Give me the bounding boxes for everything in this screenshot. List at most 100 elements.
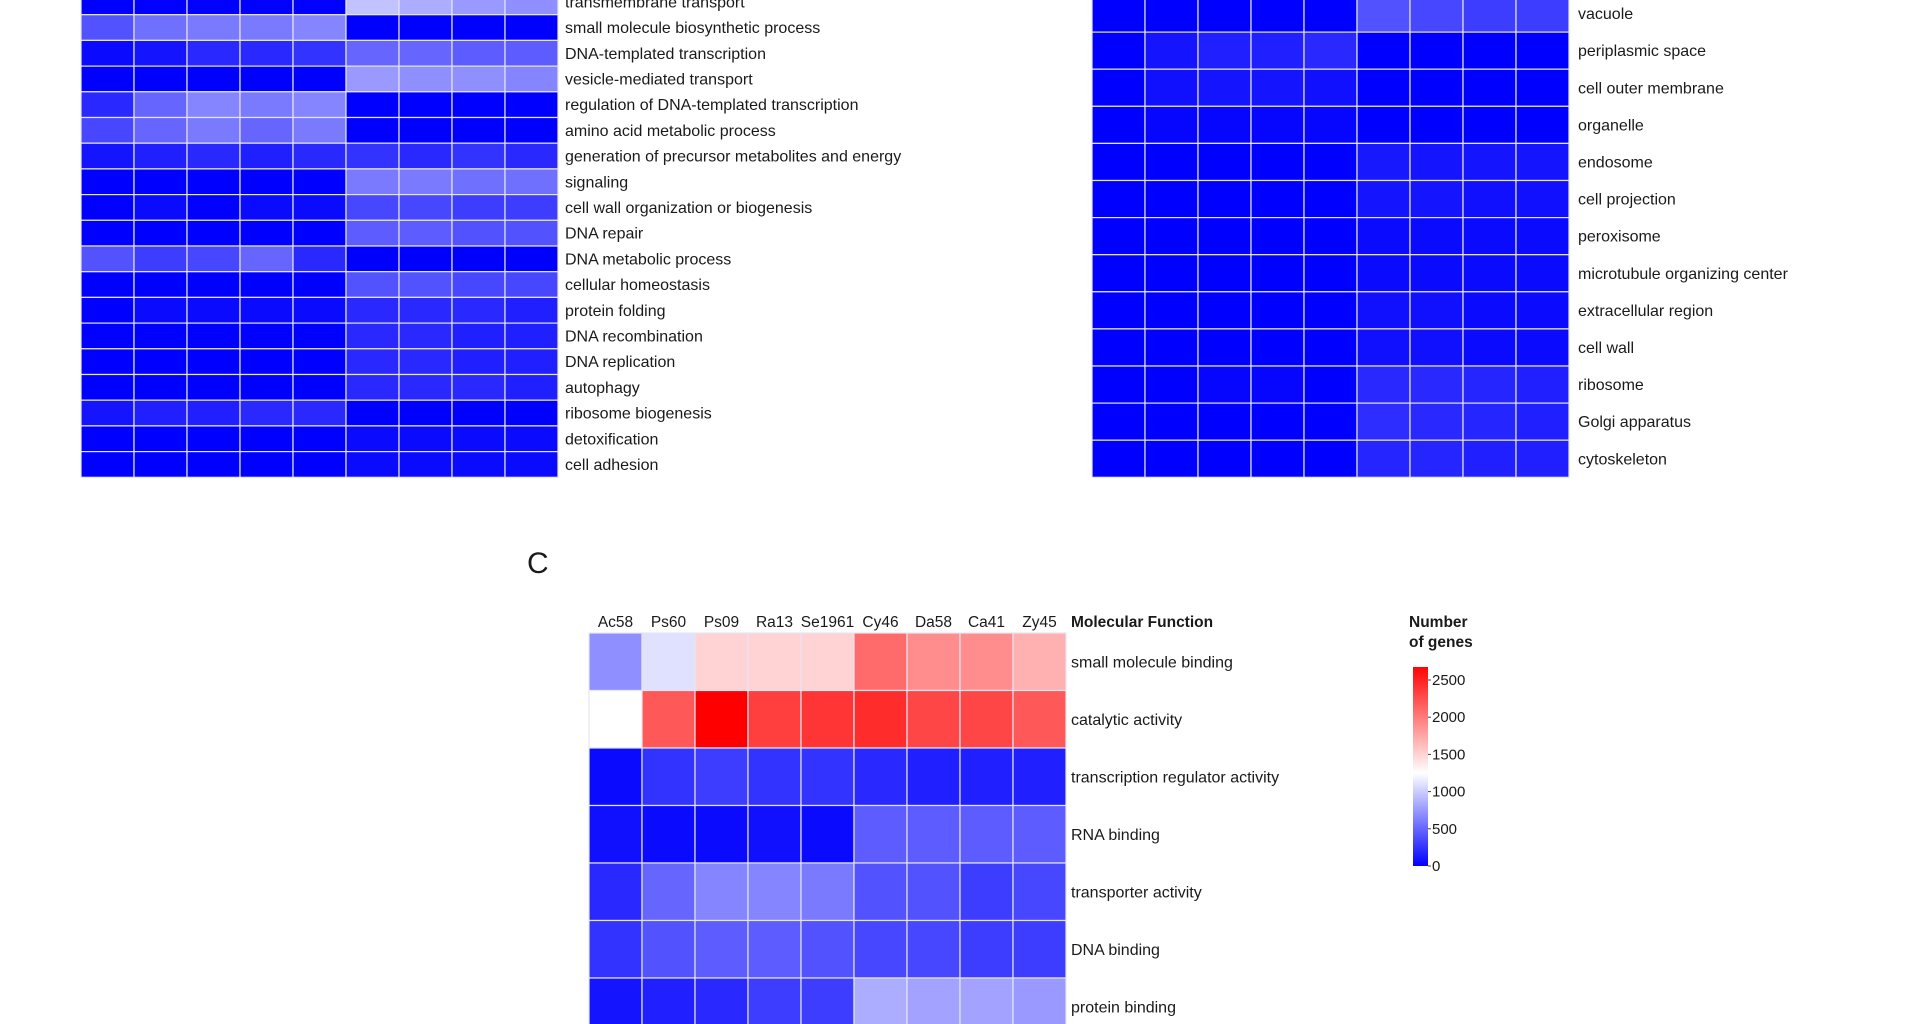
- heatmap-cell: [133, 245, 188, 273]
- row-label: transcription regulator activity: [1071, 769, 1279, 786]
- heatmap-cell: [345, 348, 400, 376]
- heatmap-cell: [1462, 105, 1517, 145]
- heatmap-cell: [1250, 31, 1305, 70]
- heatmap-cell: [133, 373, 188, 401]
- heatmap-cell: [80, 271, 135, 299]
- heatmap-cell: [1303, 254, 1358, 293]
- heatmap-cell: [906, 689, 961, 749]
- row-label: cell adhesion: [565, 457, 658, 474]
- row-label: ribosome: [1578, 377, 1644, 394]
- heatmap-cell: [186, 271, 241, 299]
- heatmap-cell: [239, 168, 294, 196]
- heatmap-cell: [186, 322, 241, 350]
- heatmap-cell: [1197, 328, 1252, 367]
- heatmap-cell: [398, 91, 453, 119]
- row-label: periplasmic space: [1578, 43, 1706, 60]
- heatmap-cell: [133, 116, 188, 144]
- heatmap-cell: [1356, 365, 1411, 404]
- heatmap-cell: [398, 142, 453, 170]
- heatmap-cell: [398, 194, 453, 221]
- heatmap-cell: [853, 919, 908, 979]
- heatmap-cell: [504, 91, 559, 119]
- heatmap-cell: [1091, 0, 1146, 33]
- heatmap-cell: [906, 804, 961, 864]
- heatmap-cell: [186, 219, 241, 247]
- heatmap-cell: [133, 194, 188, 221]
- heatmap-cell: [80, 451, 135, 478]
- heatmap-cell: [1303, 291, 1358, 330]
- heatmap-cell: [504, 245, 559, 273]
- heatmap-cell: [292, 451, 347, 478]
- row-label: ribosome biogenesis: [565, 406, 712, 423]
- heatmap-cell: [1303, 328, 1358, 367]
- row-header: Molecular Function: [1071, 614, 1213, 631]
- column-label: Zy45: [1022, 614, 1056, 631]
- heatmap-cell: [186, 65, 241, 93]
- heatmap-cell: [641, 747, 696, 807]
- heatmap-cell: [1250, 68, 1305, 107]
- heatmap-cell: [239, 116, 294, 144]
- heatmap-cell: [747, 632, 802, 692]
- heatmap-cell: [1091, 31, 1146, 70]
- heatmap-cell: [292, 348, 347, 376]
- heatmap-cell: [451, 65, 506, 93]
- row-label: small molecule biosynthetic process: [565, 20, 820, 37]
- heatmap-cell: [1197, 142, 1252, 182]
- heatmap-cell: [133, 322, 188, 350]
- heatmap-cell: [747, 804, 802, 864]
- heatmap-cell: [504, 322, 559, 350]
- heatmap-cell: [133, 219, 188, 247]
- heatmap-cell: [1144, 0, 1199, 33]
- row-label: cell wall: [1578, 340, 1634, 357]
- heatmap-cell: [1462, 328, 1517, 367]
- heatmap-cell: [1250, 105, 1305, 145]
- heatmap-cell: [239, 373, 294, 401]
- heatmap-cell: [1012, 862, 1067, 922]
- heatmap-cell: [1091, 365, 1146, 404]
- heatmap-cell: [853, 747, 908, 807]
- heatmap-cell: [80, 425, 135, 453]
- heatmap-cell: [1409, 439, 1464, 478]
- heatmap-cell: [504, 39, 559, 67]
- heatmap-cell: [186, 348, 241, 376]
- row-label: vacuole: [1578, 6, 1633, 23]
- heatmap-cell: [694, 977, 749, 1024]
- heatmap-cell: [588, 804, 643, 864]
- heatmap-cell: [239, 14, 294, 42]
- heatmap-cell: [1197, 179, 1252, 219]
- row-label: protein binding: [1071, 999, 1176, 1016]
- heatmap-cell: [186, 0, 241, 16]
- heatmap-cell: [345, 296, 400, 324]
- column-label: Da58: [915, 614, 952, 631]
- heatmap-cell: [747, 977, 802, 1024]
- heatmap-cell: [239, 245, 294, 273]
- heatmap-cell: [853, 804, 908, 864]
- heatmap-cell: [345, 425, 400, 453]
- heatmap-cell: [292, 14, 347, 42]
- heatmap-panel-3: small molecule binding catalytic activity…: [527, 547, 1473, 1024]
- heatmap-cell: [80, 399, 135, 427]
- heatmap-cell: [1091, 142, 1146, 182]
- heatmap-cell: [239, 194, 294, 221]
- heatmap-cell: [1409, 291, 1464, 330]
- heatmap-cell: [747, 689, 802, 749]
- heatmap-cell: [292, 271, 347, 299]
- heatmap-cell: [1515, 254, 1570, 293]
- heatmap-cell: [1462, 217, 1517, 256]
- heatmap-cell: [133, 39, 188, 67]
- heatmap-cell: [1303, 402, 1358, 441]
- heatmap-cell: [641, 632, 696, 692]
- heatmap-cell: [345, 65, 400, 93]
- heatmap-cell: [80, 142, 135, 170]
- heatmap-cell: [345, 91, 400, 119]
- heatmap-cell: [641, 804, 696, 864]
- heatmap-cell: [1515, 68, 1570, 107]
- heatmap-cell: [1012, 919, 1067, 979]
- heatmap-cell: [1356, 68, 1411, 107]
- heatmap-cell: [1250, 402, 1305, 441]
- heatmap-cell: [588, 632, 643, 692]
- heatmap-cell: [800, 862, 855, 922]
- heatmap-cell: [1356, 31, 1411, 70]
- heatmap-cell: [1197, 31, 1252, 70]
